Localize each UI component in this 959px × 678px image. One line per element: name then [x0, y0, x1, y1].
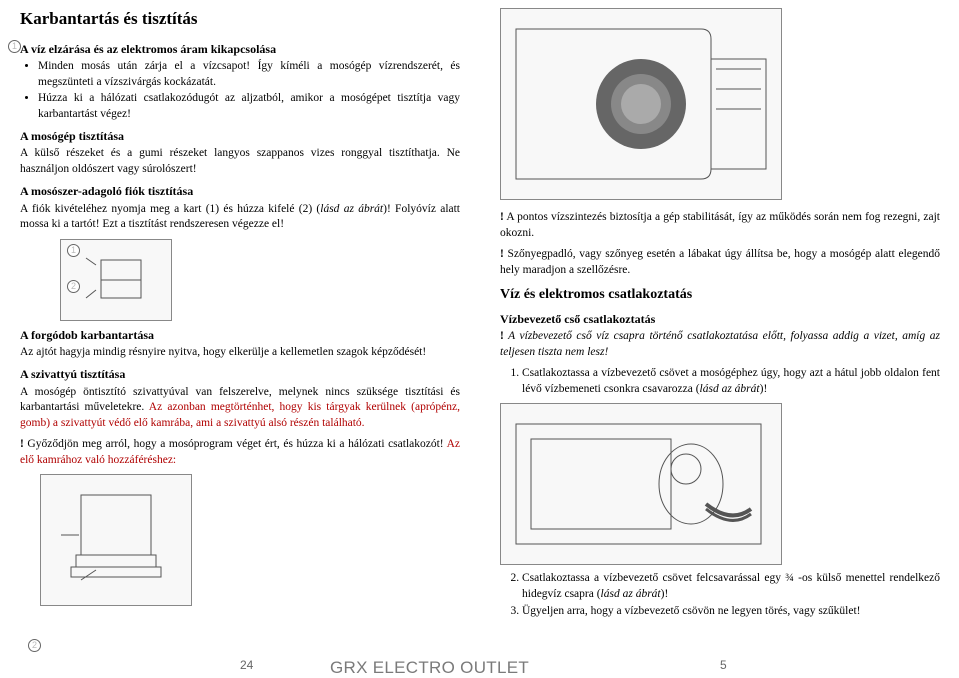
brand-watermark: GRX ELECTRO OUTLET — [330, 658, 529, 678]
pump-icon — [61, 490, 171, 590]
section-heading-water-power: A víz elzárása és az elektromos áram kik… — [20, 41, 460, 57]
list-item: Ügyeljen arra, hogy a vízbevezető csövön… — [522, 604, 940, 620]
drawer-icon — [81, 250, 151, 310]
section-heading-pump: A szivattyú tisztítása — [20, 366, 460, 382]
callout-1: 1 — [67, 244, 80, 257]
section-heading-drawer: A mosószer-adagoló fiók tisztítása — [20, 183, 460, 199]
list-item: Minden mosás után zárja el a vízcsapot! … — [38, 59, 460, 90]
section-subheading-inlet: Vízbevezető cső csatlakoztatás — [500, 311, 940, 327]
ordered-list: Csatlakoztassa a vízbevezető csövet a mo… — [500, 366, 940, 397]
paragraph: A mosógép öntisztító szivattyúval van fe… — [20, 385, 460, 432]
section-heading-drum: A forgódob karbantartása — [20, 327, 460, 343]
paragraph: Az ajtót hagyja mindig résnyire nyitva, … — [20, 345, 460, 361]
callout-2: 2 — [28, 639, 41, 652]
main-heading: Karbantartás és tisztítás — [20, 8, 460, 31]
hose-connection-icon — [511, 414, 771, 554]
section-heading-connections: Víz és elektromos csatlakoztatás — [500, 286, 940, 305]
figure-pump: 1 2 — [40, 474, 192, 606]
figure-dial — [500, 8, 782, 200]
callout-2: 2 — [67, 280, 80, 293]
page-number-left: 24 — [240, 658, 253, 672]
section-heading-machine-clean: A mosógép tisztítása — [20, 128, 460, 144]
list-item: Csatlakoztassa a vízbevezető csövet a mo… — [522, 366, 940, 397]
page-number-right: 5 — [720, 658, 727, 672]
warning-paragraph: ! Szőnyegpadló, vagy szőnyeg esetén a lá… — [500, 247, 940, 278]
warning-paragraph: ! A vízbevezető cső víz csapra történő c… — [500, 329, 940, 360]
list-item: Húzza ki a hálózati csatlakozódugót az a… — [38, 91, 460, 122]
left-column: Karbantartás és tisztítás A víz elzárása… — [20, 8, 460, 626]
list-item: Csatlakoztassa a vízbevezető csövet felc… — [522, 571, 940, 602]
machine-dial-icon — [511, 19, 771, 189]
right-column: ! A pontos vízszintezés biztosítja a gép… — [500, 8, 940, 626]
paragraph: A külső részeket és a gumi részeket lang… — [20, 146, 460, 177]
figure-hose — [500, 403, 782, 565]
paragraph: A fiók kivételéhez nyomja meg a kart (1)… — [20, 202, 460, 233]
ordered-list: Csatlakoztassa a vízbevezető csövet felc… — [500, 571, 940, 620]
warning-paragraph: ! A pontos vízszintezés biztosítja a gép… — [500, 210, 940, 241]
bullet-list: Minden mosás után zárja el a vízcsapot! … — [20, 59, 460, 122]
callout-1: 1 — [8, 40, 21, 53]
paragraph: ! Győződjön meg arról, hogy a mosóprogra… — [20, 437, 460, 468]
figure-drawer: 1 2 — [60, 239, 172, 321]
